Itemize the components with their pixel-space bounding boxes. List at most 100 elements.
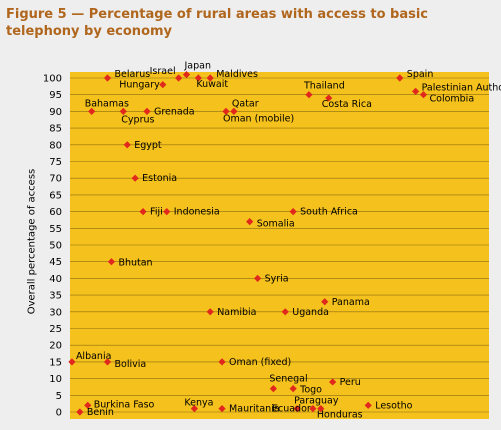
- y-tick-label: 20: [49, 341, 62, 352]
- data-point-marker: [321, 298, 329, 306]
- chart-title: Figure 5 — Percentage of rural areas wit…: [6, 7, 429, 39]
- data-point-marker: [218, 358, 226, 366]
- data-point-marker: [163, 208, 171, 216]
- y-tick-label: 40: [49, 274, 62, 285]
- data-point-label: Kenya: [184, 398, 213, 409]
- y-tick-label: 70: [49, 174, 62, 185]
- data-point-label: Palestinian Authority: [422, 82, 501, 93]
- y-tick-label: 55: [49, 224, 62, 235]
- y-tick-label: 50: [49, 241, 62, 252]
- data-point-marker: [84, 401, 92, 409]
- data-point-label: Bahamas: [85, 98, 129, 109]
- data-point-label: Uganda: [292, 307, 329, 318]
- data-point-marker: [194, 74, 202, 82]
- data-point-marker: [293, 405, 301, 413]
- data-point-marker: [246, 218, 254, 226]
- y-tick-label: 95: [49, 90, 62, 101]
- data-point-marker: [309, 405, 317, 413]
- y-tick-label: 45: [49, 257, 62, 268]
- data-point-label: Togo: [299, 385, 322, 396]
- data-point-label: Somalia: [257, 219, 295, 230]
- data-point-marker: [206, 308, 214, 316]
- data-point-label: Namibia: [217, 307, 256, 318]
- data-point-label: Lesotho: [375, 400, 412, 411]
- y-tick-label: 75: [49, 157, 62, 168]
- data-point-marker: [76, 408, 84, 416]
- data-point-marker: [396, 74, 404, 82]
- data-point-marker: [329, 378, 337, 386]
- data-point-label: Bolivia: [115, 359, 147, 370]
- data-point-label: Israel: [150, 66, 176, 77]
- y-tick-label: 25: [49, 324, 62, 335]
- data-point-marker: [159, 81, 167, 89]
- data-point-marker: [222, 107, 230, 115]
- data-point-label: Syria: [265, 273, 289, 284]
- data-point-label: Fiji: [150, 207, 163, 218]
- y-tick-label: 65: [49, 190, 62, 201]
- data-point-marker: [269, 385, 277, 393]
- data-point-marker: [139, 208, 147, 216]
- y-tick-label: 85: [49, 124, 62, 135]
- data-point-label: Belarus: [115, 69, 151, 80]
- data-point-marker: [103, 74, 112, 82]
- data-point-label: Japan: [184, 61, 212, 72]
- data-point-label: Mauritania: [229, 404, 280, 415]
- data-point-marker: [289, 385, 297, 393]
- data-point-label: Honduras: [317, 410, 363, 421]
- data-point-label: Ecuador: [272, 404, 311, 415]
- y-tick-label: 35: [49, 291, 62, 302]
- y-tick-label: 60: [49, 207, 62, 218]
- data-point-marker: [305, 91, 313, 99]
- data-point-label: Thailand: [303, 81, 345, 92]
- data-point-label: Burkina Faso: [94, 399, 155, 410]
- data-point-label: Indonesia: [174, 207, 220, 218]
- y-tick-label: 90: [49, 107, 62, 118]
- data-point-marker: [364, 401, 372, 409]
- data-point-marker: [107, 258, 116, 266]
- data-point-label: Senegal: [269, 374, 307, 385]
- data-point-label: Paraguay: [294, 396, 339, 407]
- data-point-label: Cyprus: [121, 114, 154, 125]
- data-point-marker: [230, 107, 238, 115]
- data-point-label: Egypt: [134, 140, 162, 151]
- data-point-label: South Africa: [300, 207, 358, 218]
- data-point-label: Kuwait: [196, 79, 228, 90]
- data-point-marker: [289, 208, 297, 216]
- data-point-label: Qatar: [232, 98, 259, 109]
- y-tick-label: 10: [49, 374, 62, 385]
- data-point-label: Oman (fixed): [229, 357, 291, 368]
- data-point-marker: [412, 87, 420, 95]
- data-point-marker: [281, 308, 289, 316]
- data-point-marker: [68, 358, 76, 366]
- data-point-label: Benin: [87, 407, 114, 418]
- y-tick-label: 0: [56, 408, 62, 419]
- data-point-marker: [317, 405, 325, 413]
- data-point-label: Estonia: [142, 173, 177, 184]
- data-point-marker: [419, 91, 428, 99]
- data-point-label: Bhutan: [118, 258, 152, 269]
- data-point-marker: [175, 74, 183, 82]
- y-tick-label: 5: [56, 391, 62, 402]
- data-point-label: Oman (mobile): [223, 113, 294, 124]
- data-point-marker: [325, 94, 333, 102]
- data-point-label: Hungary: [119, 80, 160, 91]
- data-point-marker: [119, 107, 127, 115]
- data-point-marker: [123, 141, 131, 149]
- data-point-label: Colombia: [430, 94, 475, 105]
- data-point-label: Panama: [332, 297, 370, 308]
- data-point-marker: [143, 107, 151, 115]
- data-point-label: Spain: [407, 69, 434, 80]
- data-point-label: Albania: [76, 351, 111, 362]
- data-point-marker: [131, 174, 139, 182]
- data-point-marker: [218, 405, 226, 413]
- y-tick-label: 80: [49, 140, 62, 151]
- y-tick-label: 15: [49, 357, 62, 368]
- data-point-label: Peru: [340, 377, 361, 388]
- data-point-label: Grenada: [154, 106, 195, 117]
- data-point-marker: [88, 107, 96, 115]
- data-point-marker: [254, 274, 262, 282]
- data-point-label: Maldives: [216, 69, 258, 80]
- data-point-marker: [190, 405, 198, 413]
- y-tick-label: 100: [43, 74, 62, 85]
